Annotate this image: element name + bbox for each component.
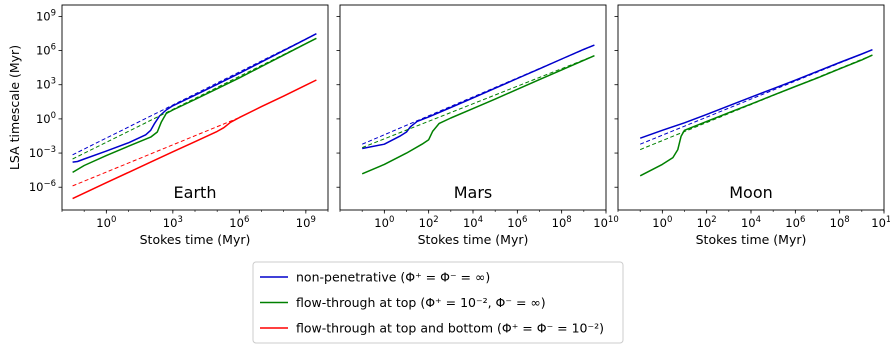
panel-title: Mars <box>454 183 493 202</box>
series-line-blue-solid <box>72 33 317 163</box>
x-tick-label: 102 <box>419 215 439 230</box>
panel-title: Moon <box>729 183 773 202</box>
series-line-green-dashed <box>640 54 873 151</box>
legend-label: non-penetrative (Φ⁺ = Φ⁻ = ∞) <box>296 270 490 285</box>
plot-frame <box>61 4 329 211</box>
plot-frame <box>339 4 607 211</box>
y-tick-label: 106 <box>36 43 56 58</box>
series-line-blue-dashed <box>72 33 317 156</box>
chart-panel-moon: 100 102 104 106 108 1010 Stokes time (Myr) Moon <box>614 4 890 247</box>
panel-title: Earth <box>174 183 217 202</box>
y-tick-label: 10−6 <box>29 179 56 194</box>
y-tick-label: 10−3 <box>29 145 56 160</box>
x-tick-label: 104 <box>741 215 761 230</box>
x-tick-label: 106 <box>507 215 527 230</box>
x-tick-label: 106 <box>785 215 805 230</box>
x-tick-label: 108 <box>830 215 850 230</box>
y-tick-label: 109 <box>36 8 56 23</box>
x-tick-label: 100 <box>652 215 672 230</box>
legend: non-penetrative (Φ⁺ = Φ⁻ = ∞) flow-throug… <box>252 261 624 344</box>
x-axis-label: Stokes time (Myr) <box>140 232 251 247</box>
plot-frame <box>617 4 885 211</box>
series-line-blue-solid <box>639 49 873 139</box>
series-line-blue-dashed <box>640 49 873 145</box>
x-tick-label: 108 <box>552 215 572 230</box>
x-tick-label: 104 <box>463 215 483 230</box>
series-line-green-solid <box>361 55 595 175</box>
x-tick-label: 103 <box>163 215 183 230</box>
legend-label: flow-through at top (Φ⁺ = 10⁻², Φ⁻ = ∞) <box>296 295 546 310</box>
x-tick-label: 100 <box>374 215 394 230</box>
series-line-blue-solid <box>362 44 595 150</box>
x-tick-label: 100 <box>96 215 116 230</box>
y-tick-label: 103 <box>36 77 56 92</box>
x-tick-label: 102 <box>697 215 717 230</box>
series-line-red-dashed <box>72 117 240 187</box>
x-axis-label: Stokes time (Myr) <box>418 232 529 247</box>
series-line-green-solid <box>72 37 317 174</box>
series-line-blue-dashed <box>362 44 595 145</box>
legend-box <box>252 261 624 344</box>
x-tick-label: 106 <box>229 215 249 230</box>
legend-label: flow-through at top and bottom (Φ⁺ = Φ⁻ … <box>296 321 604 336</box>
chart-panel-mars: 100 102 104 106 108 1010 Stokes time (Myr) Mars <box>336 4 619 247</box>
x-axis-label: Stokes time (Myr) <box>696 232 807 247</box>
series-line-green-dashed <box>362 55 595 149</box>
series-line-red-solid <box>72 79 317 200</box>
x-tick-label: 1010 <box>871 215 890 230</box>
x-tick-label: 1010 <box>593 215 618 230</box>
x-tick-label: 109 <box>296 215 316 230</box>
y-tick-label: 100 <box>36 111 56 126</box>
y-axis-label: LSA timescale (Myr) <box>7 45 22 170</box>
series-line-green-solid <box>639 54 873 177</box>
chart-panel-earth: 100 103 106 109 10−6 10−3 100 103 106 109 Stokes t… <box>7 4 329 247</box>
